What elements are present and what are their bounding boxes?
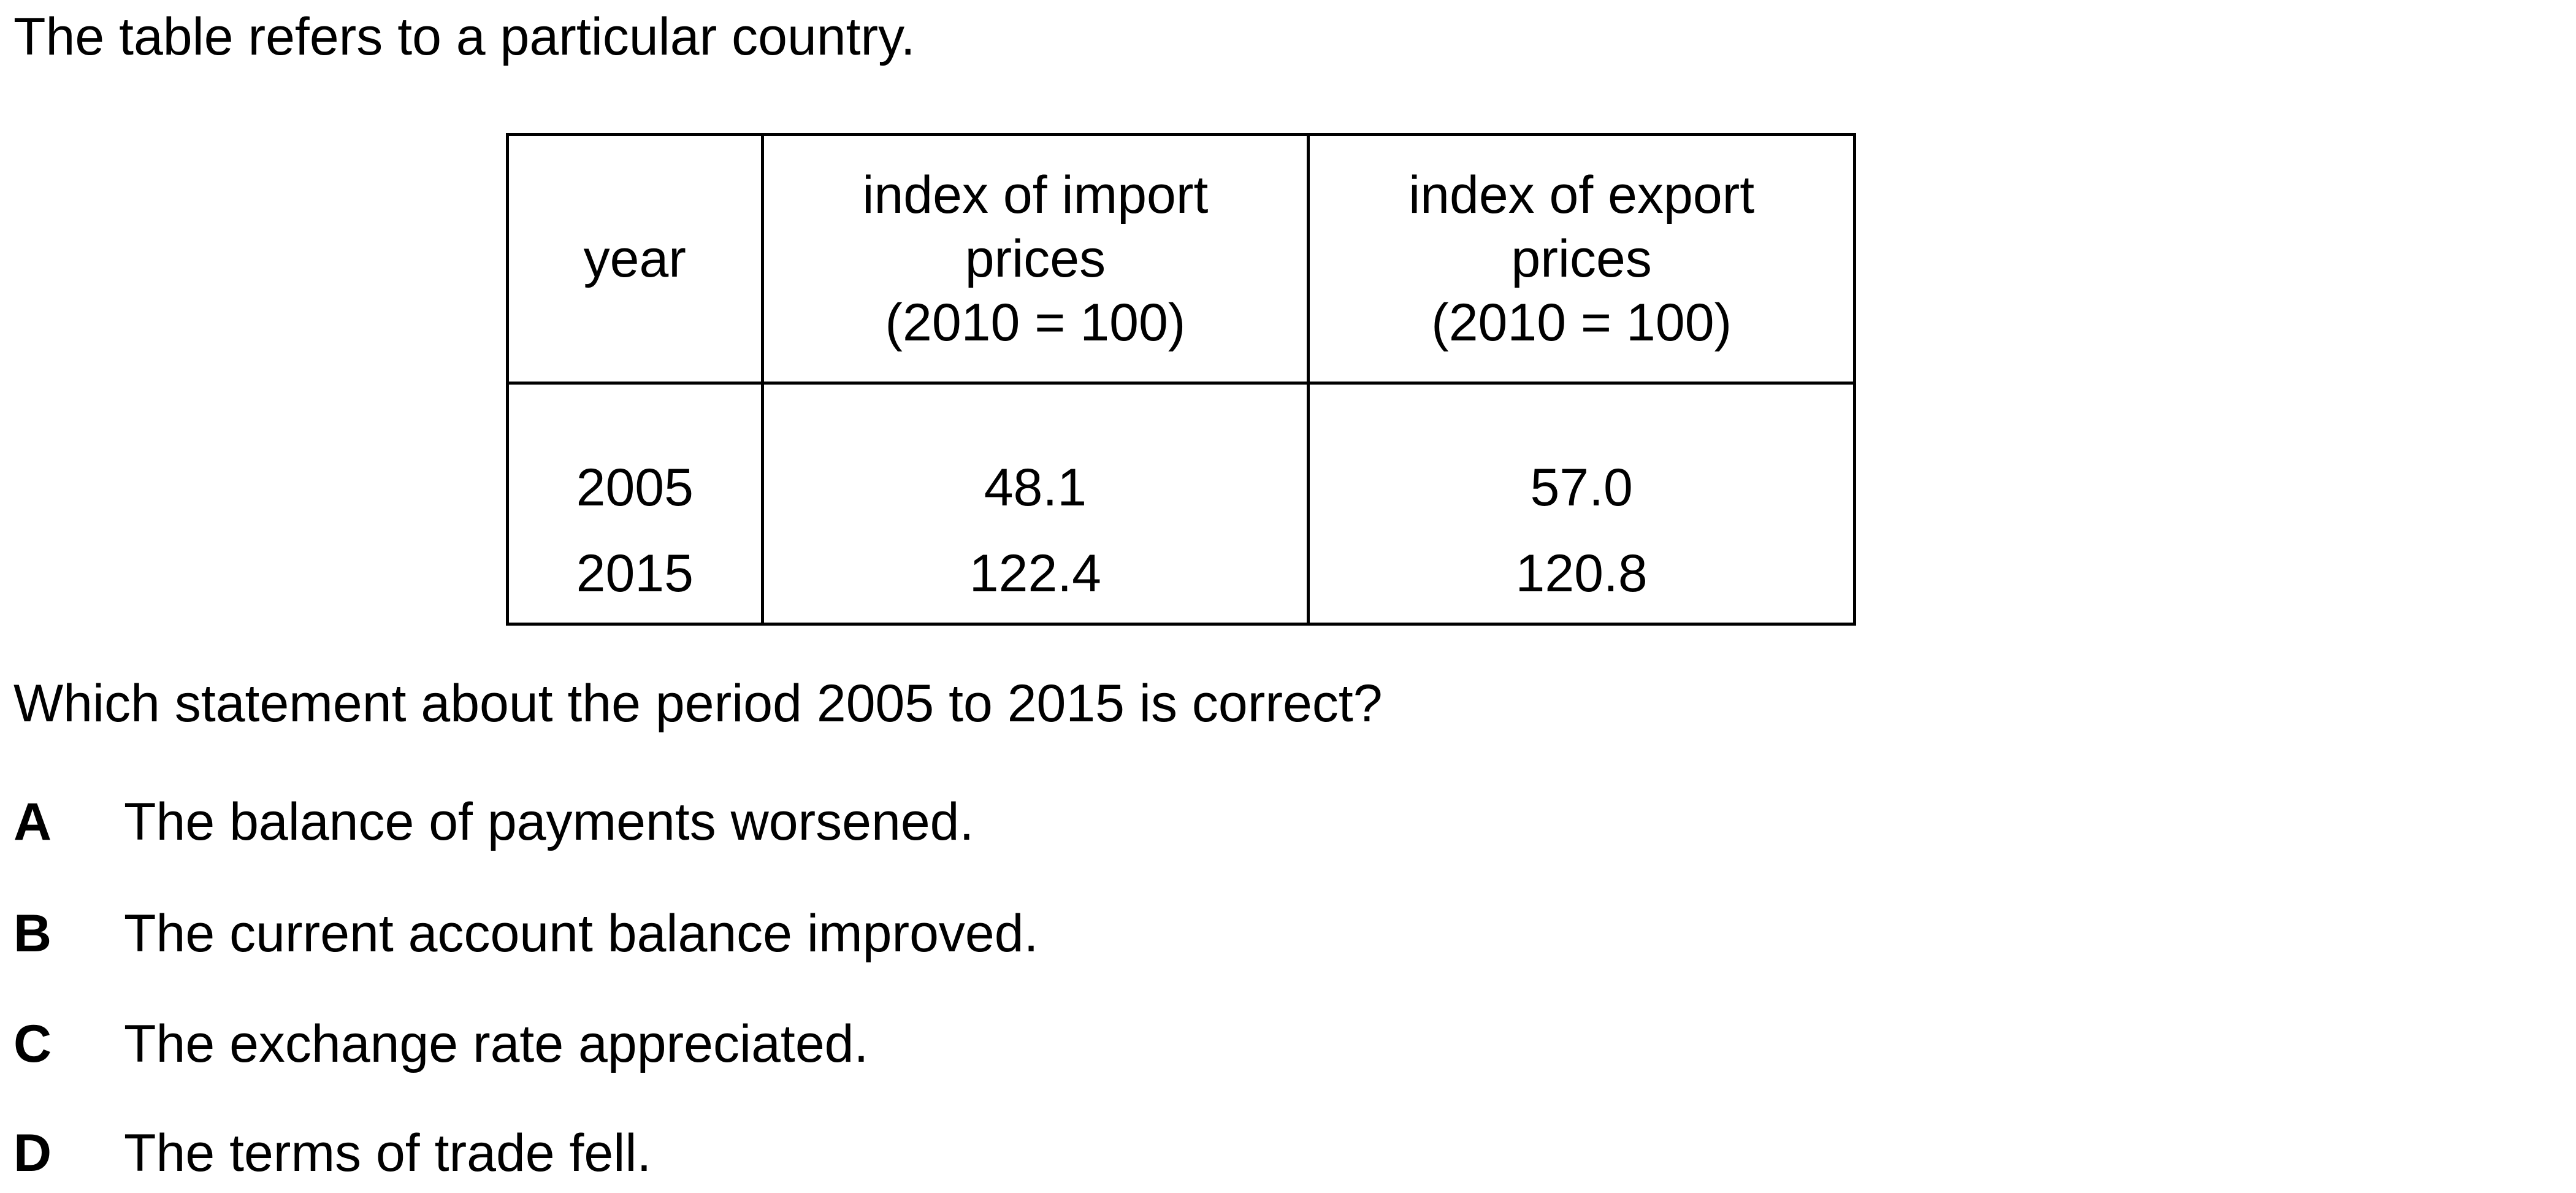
cell-export-index: 120.8 bbox=[1307, 531, 1856, 626]
option-text: The exchange rate appreciated. bbox=[124, 1015, 869, 1073]
option-b[interactable]: B The current account balance improved. bbox=[13, 903, 1038, 964]
option-text: The balance of payments worsened. bbox=[124, 792, 974, 851]
header-export-line-1: index of export bbox=[1408, 166, 1755, 224]
cell-import-index: 122.4 bbox=[760, 531, 1310, 626]
option-letter: C bbox=[13, 1015, 52, 1073]
intro-text: The table refers to a particular country… bbox=[13, 7, 915, 66]
table-row: 2005 48.1 57.0 bbox=[506, 383, 1856, 531]
header-export-index: index of export prices (2010 = 100) bbox=[1307, 133, 1856, 385]
cell-import-index: 48.1 bbox=[760, 383, 1310, 531]
option-letter: D bbox=[13, 1124, 52, 1183]
option-text: The terms of trade fell. bbox=[124, 1124, 652, 1183]
header-year-line: year bbox=[583, 229, 686, 288]
header-import-line-3: (2010 = 100) bbox=[885, 293, 1186, 352]
option-c[interactable]: C The exchange rate appreciated. bbox=[13, 1013, 868, 1075]
header-export-line-3: (2010 = 100) bbox=[1431, 293, 1732, 352]
option-d[interactable]: D The terms of trade fell. bbox=[13, 1122, 651, 1184]
cell-year: 2005 bbox=[506, 383, 764, 531]
cell-year: 2015 bbox=[506, 531, 764, 626]
header-import-index: index of import prices (2010 = 100) bbox=[760, 133, 1310, 385]
table-header-row: year index of import prices (2010 = 100)… bbox=[506, 133, 1856, 385]
cell-export-index: 57.0 bbox=[1307, 383, 1856, 531]
header-import-line-1: index of import bbox=[862, 166, 1209, 224]
header-year: year bbox=[506, 133, 764, 385]
table-row: 2015 122.4 120.8 bbox=[506, 531, 1856, 626]
header-export-line-2: prices bbox=[1511, 229, 1652, 288]
option-text: The current account balance improved. bbox=[124, 904, 1039, 963]
option-letter: A bbox=[13, 792, 52, 851]
price-index-table: year index of import prices (2010 = 100)… bbox=[506, 133, 1856, 626]
option-letter: B bbox=[13, 904, 52, 963]
question-text: Which statement about the period 2005 to… bbox=[13, 674, 1383, 733]
header-import-line-2: prices bbox=[965, 229, 1106, 288]
option-a[interactable]: A The balance of payments worsened. bbox=[13, 791, 974, 853]
